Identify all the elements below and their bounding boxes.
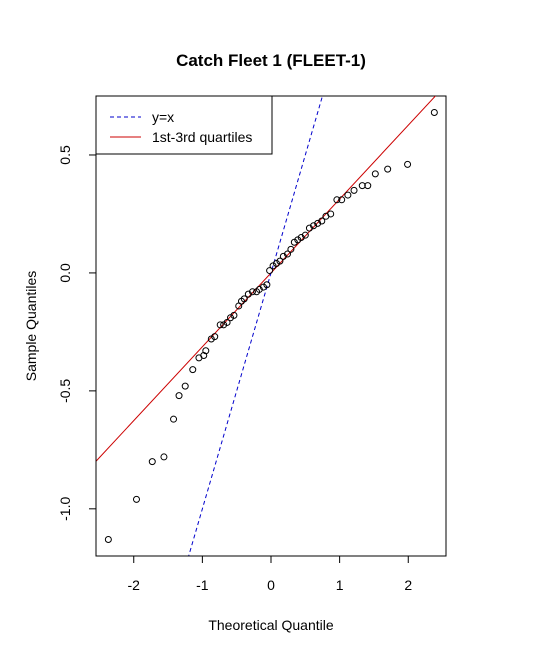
data-point (132, 495, 140, 503)
legend: y=x 1st-3rd quartiles (95, 95, 273, 155)
data-point (384, 165, 392, 173)
data-point (276, 257, 284, 265)
x-tick-label: -1 (196, 577, 209, 593)
data-point (202, 347, 210, 355)
x-tick-label: 0 (267, 577, 275, 593)
data-point (404, 160, 412, 168)
legend-label: y=x (152, 109, 174, 125)
x-axis-label: Theoretical Quantile (208, 617, 334, 633)
data-point (148, 458, 156, 466)
data-point (104, 535, 112, 543)
data-point (223, 318, 231, 326)
data-point (248, 288, 256, 296)
data-points (104, 109, 438, 543)
data-point (327, 210, 335, 218)
y-tick-label: 0.5 (57, 145, 73, 165)
data-point (175, 392, 183, 400)
x-tick-label: 2 (404, 577, 412, 593)
y-axis-label: Sample Quantiles (23, 271, 39, 382)
x-tick-label: -2 (128, 577, 141, 593)
data-point (230, 311, 238, 319)
data-point (266, 267, 274, 275)
data-point (263, 281, 271, 289)
data-point (170, 415, 178, 423)
data-point (358, 182, 366, 190)
data-point (338, 196, 346, 204)
data-point (240, 295, 248, 303)
data-point (283, 250, 291, 258)
data-point (287, 245, 295, 253)
data-point (350, 186, 358, 194)
x-axis: -2 -1 0 1 2 (128, 555, 412, 593)
legend-label: 1st-3rd quartiles (152, 129, 252, 145)
data-point (333, 196, 341, 204)
data-point (181, 382, 189, 390)
data-point (189, 366, 197, 374)
y-tick-label: 0.0 (57, 263, 73, 283)
data-point (211, 333, 219, 341)
data-point (344, 191, 352, 199)
data-point (364, 182, 372, 190)
y-tick-label: -0.5 (57, 379, 73, 403)
legend-box (95, 95, 273, 155)
data-point (318, 217, 326, 225)
y-axis: -1.0 -0.5 0.0 0.5 (57, 145, 97, 521)
data-point (430, 109, 438, 117)
x-tick-label: 1 (336, 577, 344, 593)
plot-area-frame (95, 95, 447, 557)
data-point (160, 453, 168, 461)
data-point (371, 170, 379, 178)
y-tick-label: -1.0 (57, 497, 73, 521)
chart-title: Catch Fleet 1 (FLEET-1) (176, 51, 366, 70)
data-point (216, 321, 224, 329)
data-point (301, 231, 309, 239)
